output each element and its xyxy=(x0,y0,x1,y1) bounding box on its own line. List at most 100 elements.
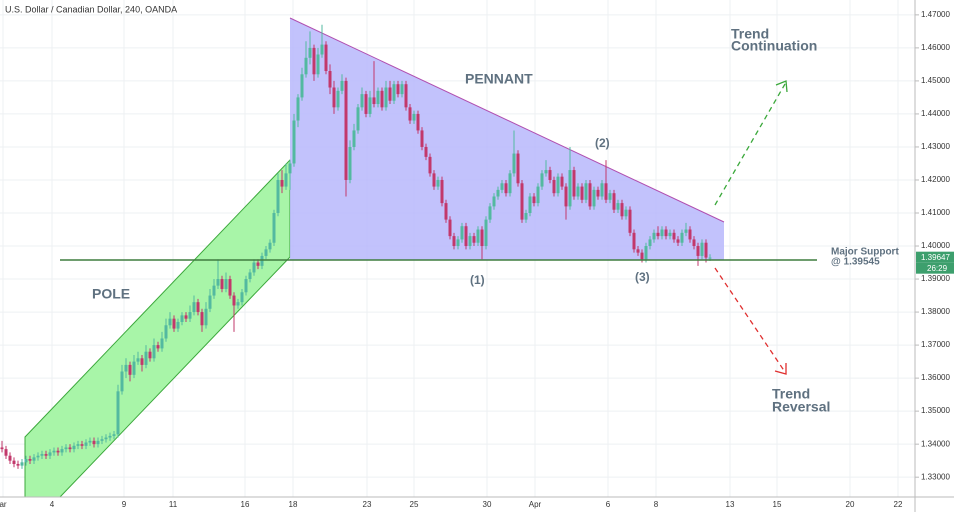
reversal-label: Reversal xyxy=(772,399,830,415)
candle-body xyxy=(292,120,296,164)
candle-body xyxy=(172,318,176,329)
x-tick-label: 9 xyxy=(122,500,127,509)
candle-body xyxy=(700,242,704,256)
candle-body xyxy=(460,226,464,240)
x-tick-label: 18 xyxy=(289,500,298,509)
candle-body xyxy=(12,460,16,464)
candle-body xyxy=(160,338,164,349)
candle-body xyxy=(288,163,292,174)
y-tick-label: 1.44000 xyxy=(921,109,950,118)
candle-body xyxy=(608,193,612,200)
candle-body xyxy=(504,183,508,194)
candle-body xyxy=(308,47,312,58)
x-tick-label: 20 xyxy=(846,500,855,509)
candle-body xyxy=(208,295,212,309)
candle-body xyxy=(236,302,240,306)
candle-body xyxy=(624,209,628,217)
y-tick-label: 1.38000 xyxy=(921,307,950,316)
candle-body xyxy=(196,302,200,313)
candle-body xyxy=(52,450,56,453)
axes: 1.33000 1.34000 1.35000 1.36000 1.37000 1.380… xyxy=(0,10,954,509)
candle-body xyxy=(540,173,544,187)
candle-body xyxy=(676,239,680,243)
candle-body xyxy=(656,232,660,237)
candle-body xyxy=(44,454,48,456)
pole-label: POLE xyxy=(92,286,130,302)
candle-body xyxy=(212,285,216,296)
candle-body xyxy=(580,186,584,200)
y-tick-label: 1.35000 xyxy=(921,406,950,415)
x-tick-label: 22 xyxy=(894,500,903,509)
candle-body xyxy=(120,371,124,392)
candle-body xyxy=(28,459,32,461)
candle-body xyxy=(616,203,620,210)
candle-body xyxy=(240,292,244,303)
chart-title: U.S. Dollar / Canadian Dollar, 240, OAND… xyxy=(5,4,177,14)
candle-body xyxy=(0,447,4,450)
candle-body xyxy=(132,361,136,375)
candle-body xyxy=(596,189,600,197)
candle-body xyxy=(284,173,288,187)
candle-body xyxy=(592,189,596,207)
candle-body xyxy=(68,447,72,450)
candle-body xyxy=(280,179,284,187)
candle-body xyxy=(180,315,184,322)
candle-body xyxy=(696,246,700,256)
x-tick-label: 30 xyxy=(483,500,492,509)
candle-body xyxy=(368,97,372,114)
y-tick-label: 1.43000 xyxy=(921,142,950,151)
candle-body xyxy=(176,321,180,329)
candle-body xyxy=(472,236,476,243)
candle-body xyxy=(688,229,692,240)
candle-body xyxy=(680,232,684,243)
candle-body xyxy=(436,179,440,187)
candle-body xyxy=(148,351,152,359)
candle-body xyxy=(96,440,100,445)
candle-body xyxy=(628,209,632,233)
y-tick-label: 1.45000 xyxy=(921,76,950,85)
candle-body xyxy=(84,442,88,446)
candle-body xyxy=(220,279,224,289)
candle-body xyxy=(492,196,496,207)
candle-body xyxy=(20,462,24,466)
candle-body xyxy=(400,84,404,95)
candle-body xyxy=(428,156,432,174)
candle-body xyxy=(664,229,668,237)
candle-body xyxy=(528,196,532,213)
candle-body xyxy=(48,452,52,456)
y-tick-label: 1.37000 xyxy=(921,340,950,349)
candle-body xyxy=(356,107,360,131)
candle-body xyxy=(76,444,80,446)
candle-body xyxy=(444,203,448,220)
y-tick-label: 1.36000 xyxy=(921,373,950,382)
candle-body xyxy=(204,308,208,326)
candle-body xyxy=(388,87,392,101)
candle-body xyxy=(348,146,352,180)
candle-body xyxy=(200,312,204,326)
candle-body xyxy=(144,351,148,365)
x-tick-label: 23 xyxy=(363,500,372,509)
candle-body xyxy=(256,262,260,266)
candle-body xyxy=(548,170,552,180)
candle-body xyxy=(600,183,604,197)
candle-body xyxy=(80,444,84,446)
candle-body xyxy=(140,358,144,365)
candle-body xyxy=(264,249,268,256)
candle-body xyxy=(588,183,592,207)
candle-body xyxy=(156,345,160,349)
candle-body xyxy=(88,440,92,443)
candle-body xyxy=(104,437,108,440)
continuation-label: Continuation xyxy=(731,38,817,54)
candle-body xyxy=(448,219,452,237)
candle-body xyxy=(192,302,196,313)
candle-body xyxy=(524,213,528,220)
candle-body xyxy=(512,153,516,174)
candle-body xyxy=(412,113,416,121)
candle-body xyxy=(260,255,264,266)
x-tick-label: 4 xyxy=(50,500,55,509)
candle-body xyxy=(108,435,112,438)
candle-body xyxy=(8,455,12,461)
candle-body xyxy=(708,257,712,259)
candle-body xyxy=(660,229,664,237)
